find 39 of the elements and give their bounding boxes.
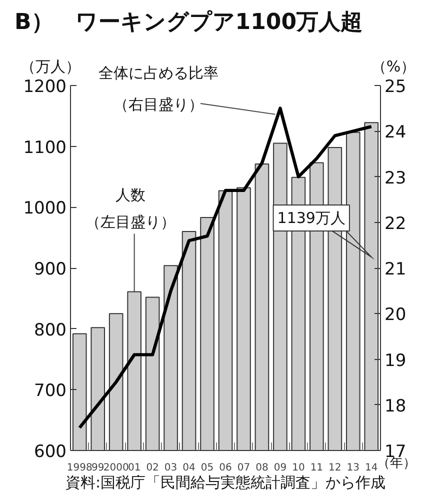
y-tick-label: 700 — [34, 381, 67, 402]
text: 資料:国税庁「民間給与実態統計調査」から作成 — [65, 474, 386, 492]
x-tick-label: 09 — [274, 462, 287, 474]
x-tick-label: 08 — [256, 462, 268, 474]
y-tick-label: 1100 — [23, 138, 66, 158]
y2-tick-label: 19 — [384, 350, 406, 371]
y2-tick-label: 22 — [384, 214, 406, 234]
y-axis-title: （万人） — [20, 58, 80, 76]
y2-tick-label: 20 — [384, 305, 406, 326]
x-tick-label: 2000 — [103, 462, 129, 474]
chart-title: B） ワーキングプア1100万人超 — [14, 10, 362, 35]
x-tick-label: 1998 — [66, 462, 92, 474]
y-tick-label: 1000 — [23, 198, 66, 219]
x-tick-label: 06 — [219, 462, 232, 474]
y-tick-label: 1200 — [23, 77, 66, 97]
x-tick-label: 10 — [292, 462, 305, 474]
x-tick-label: 07 — [237, 462, 250, 474]
y2-tick-label: 24 — [384, 122, 406, 143]
x-tick-label: 14 — [365, 462, 378, 474]
series-label: 人数（左目盛り） — [85, 186, 176, 232]
x-tick-label: 12 — [328, 462, 342, 474]
x-tick-label: 11 — [310, 462, 324, 474]
y2-tick-label: 25 — [384, 77, 406, 97]
text: 全体に占める比率（右目盛り） — [98, 64, 218, 114]
y2-tick-label: 21 — [384, 260, 406, 280]
y2-tick-label: 18 — [384, 396, 406, 416]
y-tick-label: 800 — [34, 320, 67, 340]
y-tick-label: 900 — [34, 260, 67, 280]
y-tick-label: 600 — [34, 442, 67, 462]
x-tick-label: 13 — [346, 462, 360, 474]
x-tick-label: 99 — [91, 462, 104, 474]
x-tick-label: 03 — [164, 462, 178, 474]
y2-tick-label: 23 — [384, 168, 406, 188]
x-tick-label: 05 — [200, 462, 214, 474]
x-tick-label: 04 — [182, 462, 196, 474]
y2-axis-title: （%） — [371, 58, 416, 76]
x-tick-label: 02 — [146, 462, 159, 474]
x-tick-label: 01 — [128, 462, 141, 474]
annotation: 1139万人 — [277, 209, 346, 228]
